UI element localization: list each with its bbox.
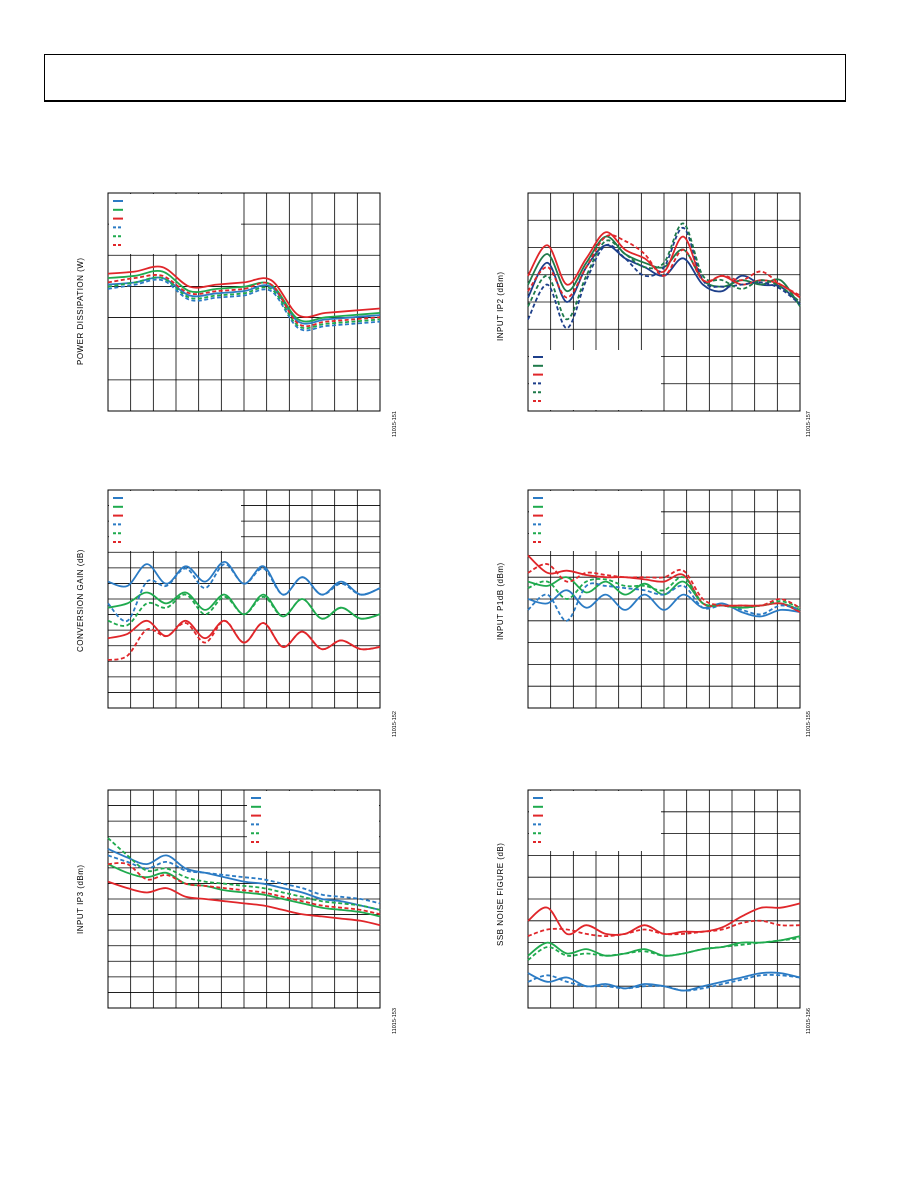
plot-frame xyxy=(107,192,381,412)
legend xyxy=(109,491,241,551)
chart-ssb-noise-figure: SSB NOISE FIGURE (dB) 11015-156 xyxy=(480,782,820,1042)
series-group xyxy=(527,222,801,330)
plot-frame xyxy=(107,789,381,1009)
series-group xyxy=(107,837,381,927)
series-line xyxy=(527,589,801,618)
series-line xyxy=(107,593,381,627)
plot-frame xyxy=(527,192,801,412)
chart-plot xyxy=(527,789,801,1009)
series-line xyxy=(527,554,801,613)
legend-box xyxy=(247,791,379,851)
series-line xyxy=(527,582,801,622)
series-line xyxy=(107,619,381,661)
series-line xyxy=(527,222,801,321)
series-line xyxy=(107,837,381,911)
series-line xyxy=(107,269,381,323)
series-line xyxy=(107,265,381,319)
chart-input-ip3: INPUT IP3 (dBm) 11015-153 xyxy=(60,782,400,1042)
chart-plot xyxy=(107,192,381,412)
series-line xyxy=(107,848,381,911)
series-line xyxy=(527,234,801,299)
plot-frame xyxy=(527,789,801,1009)
legend xyxy=(529,791,661,851)
series-line xyxy=(107,854,381,905)
grid xyxy=(527,789,801,1009)
series-line xyxy=(527,563,801,609)
legend-box xyxy=(109,491,241,551)
legend-box xyxy=(529,350,661,410)
chart-conversion-gain: CONVERSION GAIN (dB) 11015-152 xyxy=(60,482,400,742)
chart-input-p1db: INPUT P1dB (dBm) 11015-155 xyxy=(480,482,820,742)
chart-plot xyxy=(107,789,381,1009)
legend xyxy=(529,491,661,551)
legend-box xyxy=(529,791,661,851)
series-group xyxy=(107,265,381,332)
series-line xyxy=(107,560,381,596)
series-group xyxy=(107,560,381,661)
legend xyxy=(529,350,661,410)
series-line xyxy=(107,880,381,927)
series-group xyxy=(527,554,801,622)
series-line xyxy=(107,276,381,330)
series-line xyxy=(107,274,381,328)
chart-plot xyxy=(107,489,381,709)
series-line xyxy=(527,973,801,992)
series-line xyxy=(527,919,801,937)
chart-plot xyxy=(527,192,801,412)
series-line xyxy=(107,863,381,918)
legend xyxy=(109,194,241,254)
series-line xyxy=(107,278,381,332)
legend-box xyxy=(529,491,661,551)
series-group xyxy=(527,902,801,992)
chart-power-dissipation: POWER DISSIPATION (W) 11015-151 xyxy=(60,185,400,445)
plot-frame xyxy=(107,489,381,709)
chart-plot xyxy=(527,489,801,709)
series-line xyxy=(527,937,801,961)
grid xyxy=(107,489,381,709)
legend xyxy=(247,791,379,851)
chart-input-ip2: INPUT IP2 (dBm) 11015-157 xyxy=(480,185,820,445)
legend-box xyxy=(109,194,241,254)
series-line xyxy=(107,862,381,916)
series-line xyxy=(527,576,801,609)
header-box xyxy=(44,54,846,102)
